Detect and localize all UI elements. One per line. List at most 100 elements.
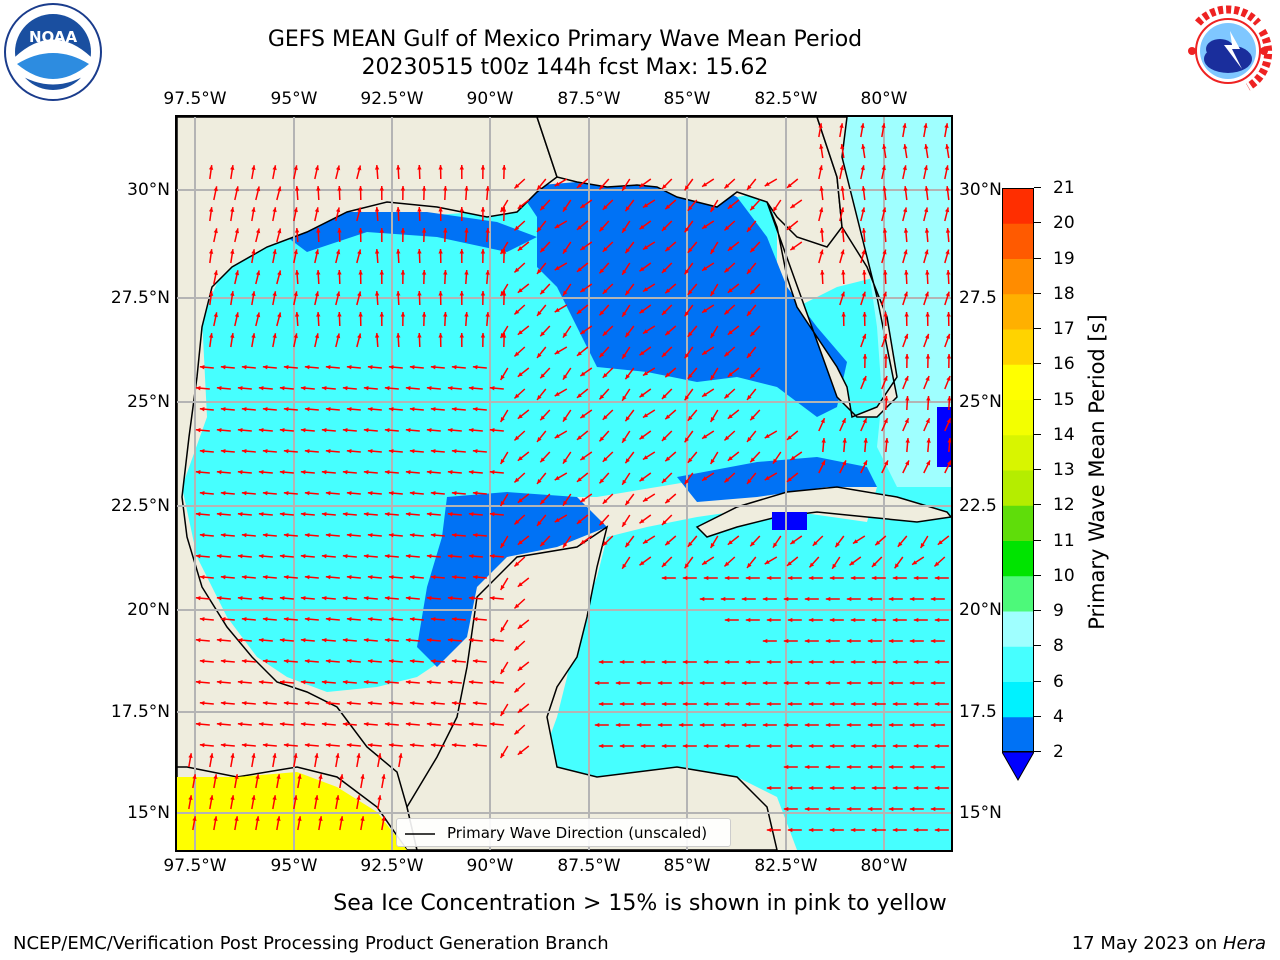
wave-arrow [443, 185, 448, 201]
wave-arrow [829, 701, 844, 707]
colorbar-tick-mark [1034, 187, 1041, 188]
wave-arrow [426, 428, 441, 433]
wave-arrow [842, 437, 847, 453]
wave-arrow [360, 816, 365, 831]
wave-arrow [517, 661, 530, 672]
wave-arrow [642, 199, 656, 209]
wave-arrow [642, 535, 656, 545]
wave-arrow [451, 617, 466, 622]
wave-arrow [300, 428, 315, 433]
wave-arrow [374, 290, 380, 306]
wave-arrow [195, 554, 210, 559]
wave-arrow [881, 207, 887, 222]
wave-arrow [861, 186, 866, 201]
wave-arrow [945, 144, 950, 159]
wave-arrow [701, 262, 715, 272]
wave-arrow [684, 556, 694, 569]
wave-arrow [882, 186, 887, 201]
wave-arrow [624, 325, 635, 338]
wave-arrow [723, 178, 736, 189]
lat-label-left: 22.5°N [110, 496, 170, 516]
wave-arrow [208, 333, 214, 348]
lon-label-top: 90°W [466, 89, 514, 109]
lon-label-top: 85°W [663, 89, 711, 109]
wave-arrow [723, 556, 736, 567]
wave-arrow [208, 249, 214, 264]
wave-arrow [304, 659, 319, 664]
wave-arrow [367, 365, 382, 370]
wave-arrow [304, 617, 319, 622]
wave-arrow [930, 764, 945, 770]
wave-arrow [850, 617, 865, 623]
wave-arrow [342, 722, 357, 727]
wave-arrow [602, 325, 614, 337]
wave-arrow [314, 249, 320, 264]
wave-arrow [820, 269, 825, 285]
wave-arrow [804, 764, 819, 770]
wave-arrow [192, 816, 197, 831]
wave-arrow [598, 659, 613, 665]
wave-arrow [400, 269, 406, 285]
wave-arrow [438, 248, 443, 264]
wave-arrow [576, 430, 589, 441]
wave-arrow [944, 165, 949, 180]
wave-arrow [517, 409, 530, 420]
wave-arrow [640, 701, 655, 707]
wave-arrow [703, 575, 718, 581]
graticule [177, 117, 951, 850]
wave-arrow [829, 827, 844, 833]
colorbar-tick-label: 17 [1053, 319, 1075, 339]
wave-arrow [356, 795, 361, 810]
wave-arrow [621, 388, 631, 402]
wave-period-map [177, 117, 951, 850]
lat-label-left: 15°N [127, 803, 170, 823]
wave-arrow [554, 430, 568, 439]
wave-arrow [426, 680, 441, 685]
wave-arrow [438, 332, 443, 348]
wave-arrow [923, 123, 928, 138]
wave-arrow [576, 388, 589, 399]
wave-arrow [367, 659, 382, 664]
wave-arrow [279, 722, 294, 727]
wave-arrow [216, 554, 231, 559]
wave-arrow [300, 512, 315, 517]
wave-arrow [513, 262, 526, 273]
wave-arrow [262, 449, 277, 454]
wave-arrow [517, 283, 530, 294]
wave-arrow [438, 290, 443, 306]
wave-arrow [430, 659, 445, 664]
wave-arrow [384, 554, 399, 559]
wave-arrow [871, 659, 886, 665]
wave-arrow [902, 333, 909, 348]
wave-arrow [513, 388, 526, 399]
wave-arrow [642, 283, 656, 293]
wave-arrow [746, 346, 757, 359]
chart-title: GEFS MEAN Gulf of Mexico Primary Wave Me… [267, 27, 863, 52]
wave-arrow [701, 346, 715, 356]
wave-arrow [237, 554, 252, 559]
wave-arrow [262, 491, 277, 496]
wave-arrow [636, 680, 651, 686]
wave-arrow [789, 451, 803, 461]
wave-arrow [405, 722, 420, 727]
footer-machine: Hera [1222, 933, 1266, 954]
wave-arrow [639, 178, 652, 188]
wave-arrow [749, 451, 761, 463]
wave-arrow [892, 659, 907, 665]
wave-arrow [808, 701, 823, 707]
wave-arrow [881, 291, 887, 306]
wave-arrow [642, 241, 656, 251]
wave-arrow [272, 333, 277, 348]
wave-arrow [485, 185, 490, 201]
wave-arrow [871, 617, 886, 623]
wave-arrow [237, 722, 252, 727]
colorbar-band [1002, 470, 1034, 506]
lat-label-left: 17.5°N [110, 702, 170, 722]
wave-arrow [279, 470, 294, 475]
wave-arrow [619, 659, 634, 665]
wave-arrow [499, 325, 509, 339]
wave-arrow [852, 535, 866, 545]
wave-arrow [234, 312, 240, 327]
wave-arrow [501, 206, 507, 222]
wave-arrow [789, 535, 803, 545]
